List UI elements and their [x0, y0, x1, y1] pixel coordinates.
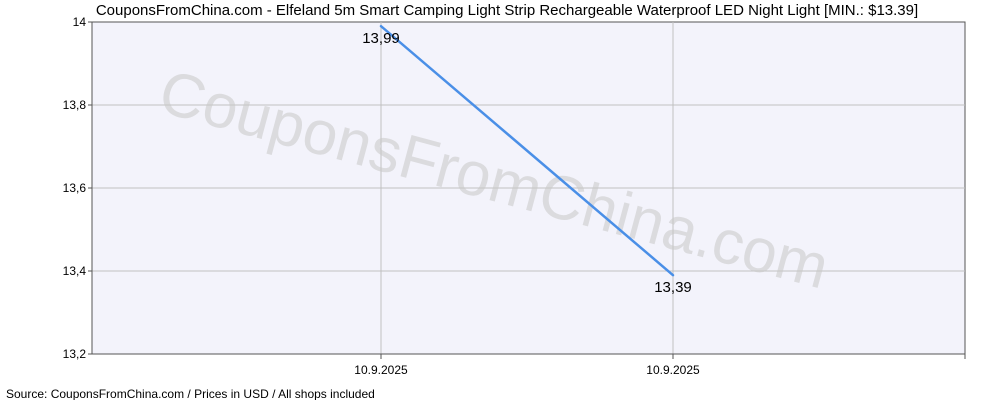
- x-tick-label: 10.9.2025: [354, 363, 408, 377]
- source-note: Source: CouponsFromChina.com / Prices in…: [6, 387, 375, 400]
- y-tick-label: 13,6: [63, 181, 87, 195]
- grid-lines: [92, 22, 965, 354]
- x-tick-label: 10.9.2025: [646, 363, 700, 377]
- y-tick-label: 13,2: [63, 347, 87, 361]
- x-axis-ticks: 10.9.2025 10.9.2025: [354, 354, 966, 377]
- y-tick-label: 14: [73, 15, 87, 29]
- y-axis-ticks: 13,2 13,4 13,6 13,8 14: [63, 15, 92, 361]
- y-tick-label: 13,4: [63, 264, 87, 278]
- data-label: 13,99: [362, 30, 400, 47]
- y-tick-label: 13,8: [63, 98, 87, 112]
- series-group: [379, 24, 675, 277]
- chart-title: CouponsFromChina.com - Elfeland 5m Smart…: [96, 2, 918, 19]
- data-labels: 13,99 13,39: [362, 30, 692, 296]
- series-line: [379, 24, 675, 277]
- data-label: 13,39: [654, 279, 692, 296]
